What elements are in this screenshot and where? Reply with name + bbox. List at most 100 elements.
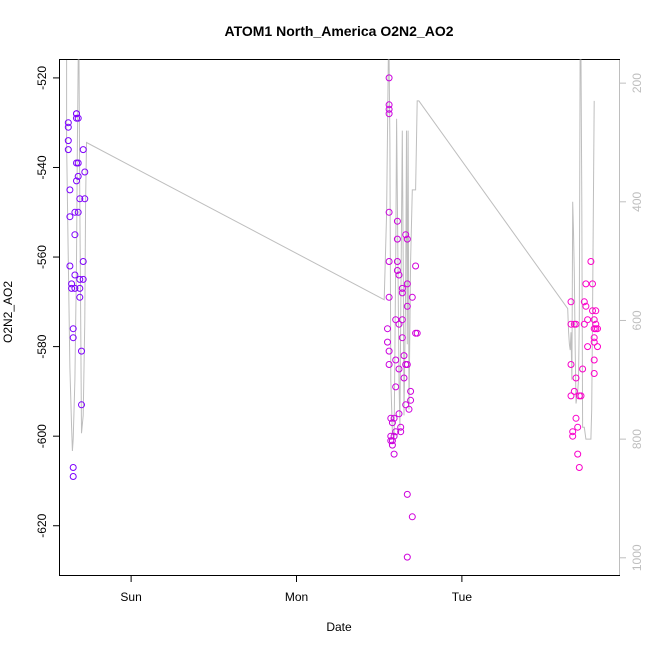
data-point	[590, 370, 598, 377]
data-point	[390, 432, 398, 440]
data-point	[403, 361, 411, 368]
series-line	[66, 59, 595, 452]
data-point	[587, 258, 595, 265]
data-point	[584, 343, 592, 351]
data-point	[393, 235, 401, 243]
data-point	[407, 387, 415, 395]
plot-frame	[59, 59, 620, 576]
y-axis-label: O2N2_AO2	[1, 281, 15, 343]
data-point	[405, 405, 413, 413]
y-tick-label-5: -520	[35, 66, 49, 90]
y-axis-left: -620 -600 -580 -560 -540 -520	[35, 66, 60, 538]
y2-tick-label-3: 800	[630, 429, 644, 449]
data-point	[407, 396, 415, 404]
data-point	[592, 320, 600, 328]
data-point	[567, 320, 575, 328]
data-point	[395, 365, 403, 373]
data-point	[74, 159, 82, 167]
data-point	[76, 293, 84, 301]
data-point	[73, 177, 80, 185]
data-point	[580, 320, 588, 328]
data-point	[400, 374, 408, 382]
y-tick-label-4: -540	[35, 155, 49, 179]
data-point	[387, 432, 395, 440]
data-point	[590, 316, 598, 324]
data-point	[79, 275, 87, 283]
data-point	[388, 419, 396, 427]
x-axis: Sun Mon Tue	[120, 575, 472, 604]
data-point	[589, 280, 596, 288]
data-point	[400, 352, 408, 360]
data-point	[388, 437, 396, 445]
y2-tick-label-2: 600	[630, 310, 644, 330]
data-point	[74, 172, 82, 180]
data-point	[572, 374, 580, 382]
data-point	[390, 450, 398, 458]
data-point	[69, 464, 77, 471]
data-point	[590, 338, 598, 346]
data-point	[74, 208, 82, 216]
data-point	[590, 356, 598, 364]
x-tick-label-0: Sun	[120, 590, 141, 604]
data-point	[569, 432, 577, 440]
data-point	[384, 338, 391, 346]
x-tick-label-2: Tue	[452, 590, 473, 604]
series-line-group	[66, 59, 595, 452]
data-point	[79, 258, 87, 265]
chart-title: ATOM1 North_America O2N2_AO2	[225, 23, 454, 39]
data-point	[403, 490, 411, 498]
data-point	[580, 298, 588, 306]
data-point	[582, 302, 590, 310]
data-point	[590, 334, 598, 342]
data-point	[78, 401, 85, 409]
data-point	[575, 464, 583, 471]
data-point	[408, 513, 416, 521]
data-point	[395, 320, 403, 328]
data-point	[392, 383, 400, 391]
data-point	[393, 267, 401, 274]
data-point	[569, 428, 577, 436]
data-point	[398, 316, 406, 324]
data-point	[403, 280, 411, 288]
data-point	[567, 298, 575, 306]
data-point	[74, 114, 82, 122]
data-point	[398, 284, 406, 292]
y-axis-right: 200 400 600 800 1000	[619, 60, 644, 575]
y2-tick-label-1: 400	[630, 191, 644, 211]
data-point	[594, 325, 601, 333]
data-point	[403, 553, 411, 561]
y-tick-label-1: -600	[35, 424, 49, 448]
data-point	[64, 137, 72, 145]
data-point	[392, 356, 400, 364]
data-point	[81, 195, 89, 203]
data-point	[385, 361, 393, 368]
data-point	[584, 316, 592, 324]
data-point	[589, 307, 596, 315]
y-tick-label-3: -560	[35, 245, 49, 269]
data-point	[76, 195, 84, 203]
data-point	[64, 119, 72, 127]
data-point	[395, 271, 403, 279]
data-point	[384, 325, 391, 333]
data-point	[385, 258, 393, 265]
data-point	[76, 284, 84, 292]
data-point	[582, 280, 590, 288]
data-point	[71, 284, 79, 292]
data-point	[408, 293, 416, 301]
data-point	[385, 74, 393, 82]
data-point	[393, 258, 401, 265]
data-point	[390, 414, 398, 422]
data-point	[570, 387, 578, 395]
data-point	[73, 110, 80, 118]
data-point	[69, 325, 77, 333]
y-tick-label-0: -620	[35, 513, 49, 537]
data-point	[385, 105, 393, 113]
data-point	[385, 110, 393, 118]
data-point	[402, 401, 410, 409]
data-point	[592, 307, 600, 315]
data-point	[64, 146, 72, 154]
data-point	[76, 275, 84, 283]
x-axis-label: Date	[326, 620, 352, 634]
data-point	[398, 334, 406, 342]
